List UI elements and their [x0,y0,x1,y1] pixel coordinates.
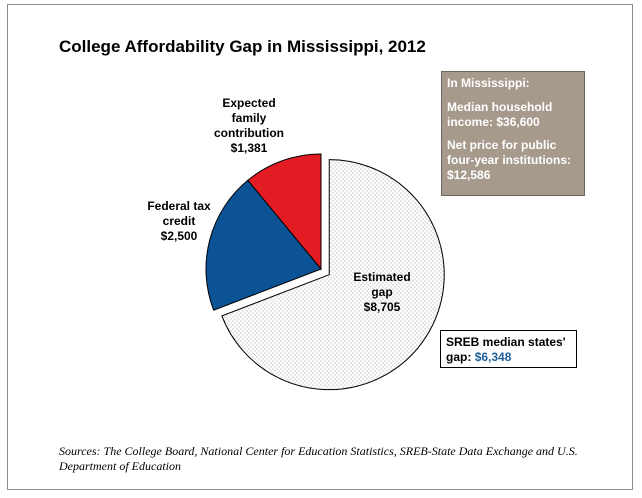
chart-title: College Affordability Gap in Mississippi… [59,37,426,56]
slice-label-line: contribution [214,126,284,140]
slice-label-line: family [231,111,267,125]
slice-value: $8,705 [363,300,401,314]
slice-label-estimated-gap: Estimated gap $8,705 [332,270,432,315]
slice-label-expected-family-contribution: Expected family contribution $1,381 [196,96,302,156]
slice-value: $1,381 [230,141,268,155]
pie-slices [205,153,445,391]
slice-label-line: Expected [222,96,276,110]
slice-label-line: credit [162,214,196,228]
info-heading: In Mississippi: [447,76,530,90]
net-price: Net price for public four-year instituti… [447,138,572,182]
sreb-median-value: $6,348 [474,350,512,364]
median-income: Median household income: $36,600 [447,100,553,129]
sreb-median-label: SREB median states' gap: [446,335,566,364]
sreb-median-box: SREB median states' gap: $6,348 [440,330,577,368]
sources-note: Sources: The College Board, National Cen… [59,444,578,473]
slice-label-federal-tax-credit: Federal tax credit $2,500 [134,199,224,244]
pie-slice-federal-tax-credit [205,179,322,311]
pie-slice-expected-family-contribution [247,153,322,271]
mississippi-info-box: In Mississippi: Median household income:… [441,71,585,196]
slice-label-line: gap [371,285,393,299]
slice-label-line: Estimated [353,270,411,284]
pie-slice-estimated-gap [221,159,445,391]
slice-label-line: Federal tax [147,199,211,213]
slice-value: $2,500 [160,229,198,243]
